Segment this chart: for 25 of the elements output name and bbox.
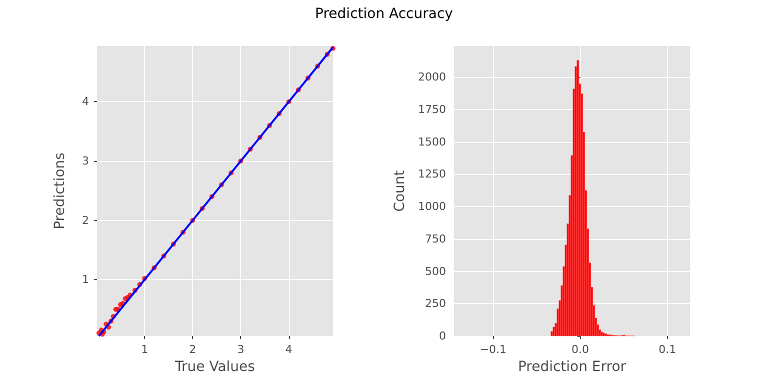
y-tick-label: 3 <box>82 154 89 168</box>
x-tick-label: 1 <box>141 343 148 356</box>
y-tick-label: 500 <box>425 264 446 278</box>
x-tick-label: 2 <box>189 343 196 356</box>
y-tick-label: 1000 <box>418 200 446 214</box>
y-tick-label: 2 <box>82 214 89 227</box>
y-tick-label: 1750 <box>418 102 446 116</box>
x-tick-label: 0.1 <box>658 343 676 356</box>
y-tick-label: 4 <box>82 95 89 108</box>
x-tick-label: 3 <box>237 343 244 356</box>
y-tick-label: 750 <box>425 232 446 246</box>
y-axis-title: Predictions <box>52 152 68 230</box>
y-tick-label: 2000 <box>418 70 446 84</box>
x-tick-label: 4 <box>285 343 292 356</box>
text: Prediction Accuracy <box>314 6 454 22</box>
y-tick-label: 0 <box>439 330 446 342</box>
y-tick-label: 250 <box>425 297 446 310</box>
y-tick-label: 1250 <box>418 168 446 181</box>
y-tick-label: 1500 <box>418 135 446 148</box>
x-axis-title: True Values <box>174 358 255 375</box>
y-tick-label: 1 <box>82 273 89 286</box>
y-axis-title: Count <box>392 170 408 212</box>
x-tick-label: −0.1 <box>480 343 507 356</box>
x-axis-title: Prediction Error <box>518 358 626 375</box>
x-tick-label: 0.0 <box>572 343 590 356</box>
